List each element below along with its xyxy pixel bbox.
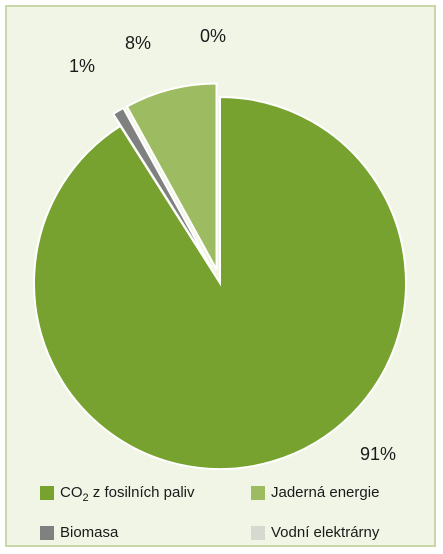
slice-biomass <box>111 106 214 272</box>
data-label-nuclear: 8% <box>125 33 151 53</box>
slice-co2 <box>33 95 407 470</box>
slice-nuclear <box>125 82 218 270</box>
data-label-biomass: 1% <box>69 56 95 76</box>
data-label-hydro: 0% <box>200 26 226 46</box>
data-label-co2: 91% <box>360 444 396 464</box>
